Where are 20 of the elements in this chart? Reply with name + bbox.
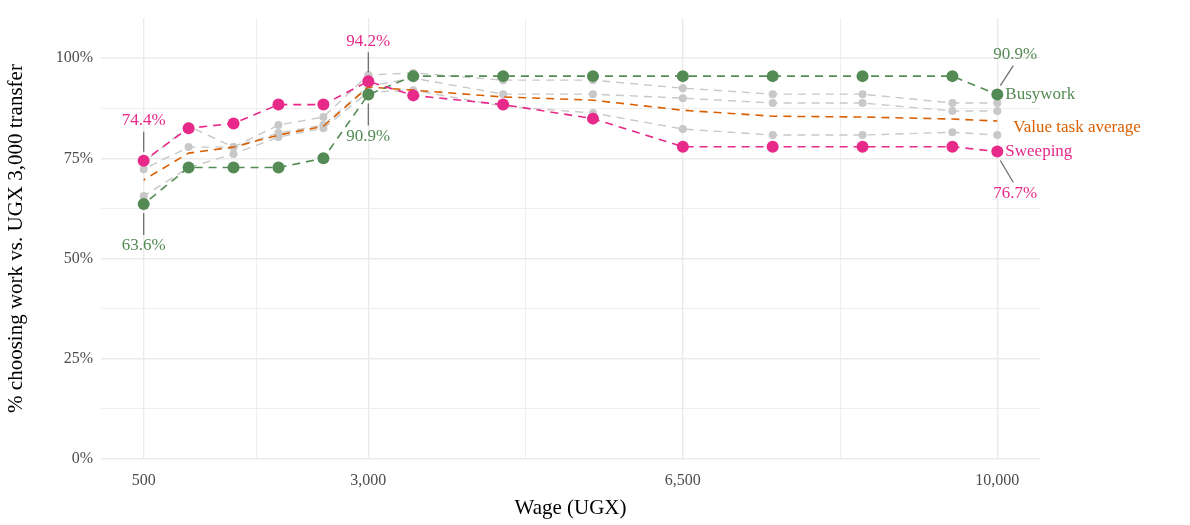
y-tick-label: 75% — [63, 148, 93, 166]
y-tick-label: 0% — [71, 449, 93, 467]
y-tick-label: 50% — [63, 248, 93, 266]
annotation: 90.9% — [346, 126, 391, 146]
series-label: Busywork — [1005, 84, 1076, 104]
x-tick-label: 500 — [131, 470, 156, 488]
y-axis-title: % choosing work vs. UGX 3,000 transfer — [3, 64, 28, 413]
x-axis-title: Wage (UGX) — [514, 494, 627, 519]
annotation: 74.4% — [121, 110, 166, 130]
y-tick-label: 25% — [63, 348, 93, 366]
annotation: 63.6% — [121, 235, 166, 255]
annotation: 76.7% — [993, 182, 1038, 202]
x-tick-label: 10,000 — [975, 470, 1020, 488]
annotation: 94.2% — [346, 30, 391, 50]
x-tick-label: 6,500 — [664, 470, 701, 488]
series-label: Sweeping — [1005, 140, 1073, 160]
y-tick-label: 100% — [55, 48, 93, 66]
x-tick-label: 3,000 — [350, 470, 387, 488]
series-label: Value task average — [1013, 116, 1141, 136]
annotation: 90.9% — [993, 44, 1038, 64]
